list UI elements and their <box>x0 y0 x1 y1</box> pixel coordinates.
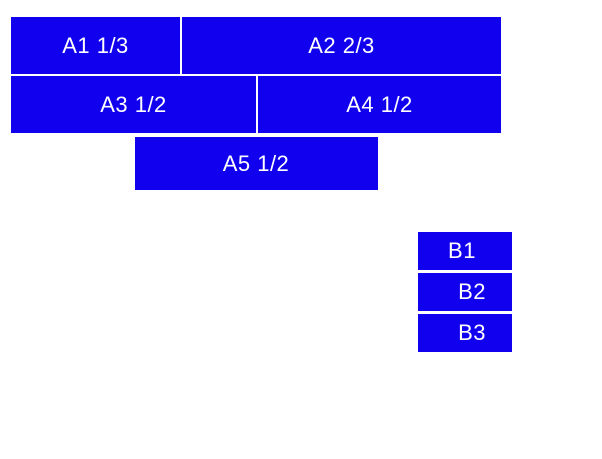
group-a-container: A1 1/3 A2 2/3 A3 1/2 A4 1/2 A5 1/2 <box>11 17 501 192</box>
box-a4[interactable]: A4 1/2 <box>258 76 501 133</box>
box-a2[interactable]: A2 2/3 <box>182 17 501 74</box>
group-b-container: B1 B2 B3 <box>418 232 512 352</box>
box-a5[interactable]: A5 1/2 <box>134 137 378 190</box>
group-a-row-3: A5 1/2 <box>11 137 501 190</box>
box-a3[interactable]: A3 1/2 <box>11 76 256 133</box>
box-a1[interactable]: A1 1/3 <box>11 17 180 74</box>
box-b1[interactable]: B1 <box>418 232 512 270</box>
group-a-row-2: A3 1/2 A4 1/2 <box>11 76 501 133</box>
group-a-row-1: A1 1/3 A2 2/3 <box>11 17 501 74</box>
box-b3[interactable]: B3 <box>418 314 512 352</box>
box-b2[interactable]: B2 <box>418 273 512 311</box>
